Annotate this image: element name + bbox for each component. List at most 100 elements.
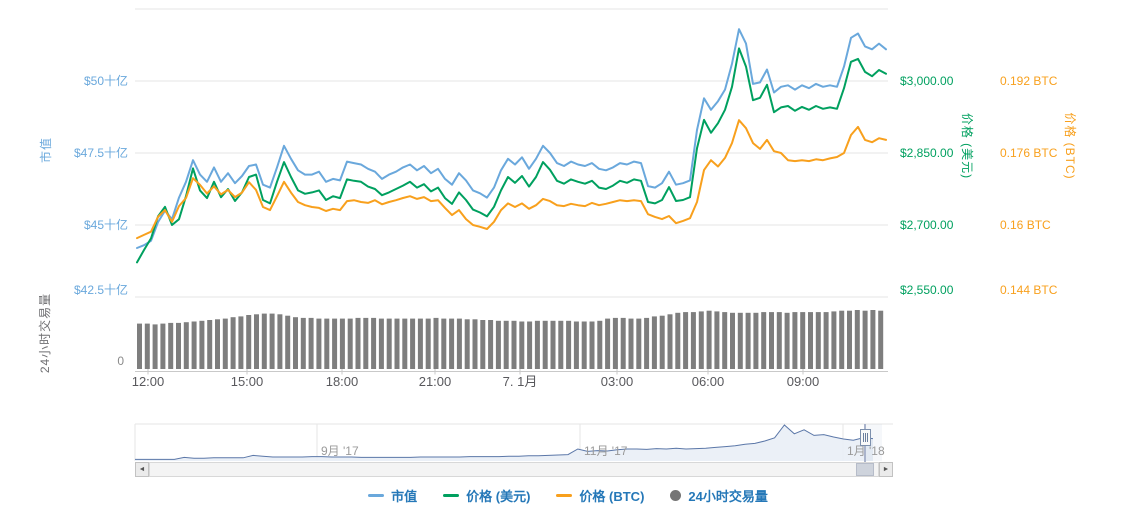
axis-title-market-cap: 市值 (39, 136, 53, 164)
volume-bar (261, 313, 267, 369)
volume-bar (207, 320, 213, 369)
volume-bar (527, 321, 533, 369)
axis-title-btc: 价格 (BTC) (1063, 112, 1077, 180)
scrollbar-right-button[interactable]: ► (879, 462, 893, 477)
volume-bar (168, 322, 174, 369)
volume-bar (815, 312, 821, 369)
volume-bar (776, 312, 782, 369)
axis-title-usd: 价格 (美元) (960, 112, 974, 180)
volume-bar (222, 318, 228, 369)
volume-bar (199, 320, 205, 369)
volume-bar (589, 321, 595, 369)
legend-label: 价格 (美元) (466, 489, 531, 504)
y-label-volume-zero: 0 (117, 354, 124, 368)
legend-item-2[interactable]: 价格 (BTC) (556, 486, 644, 505)
volume-bar (339, 318, 345, 369)
series-line-market_cap (136, 28, 887, 249)
volume-bar (870, 310, 876, 369)
y-label-market-cap-0: $50十亿 (83, 74, 128, 88)
volume-bar (659, 315, 665, 369)
volume-bar (308, 317, 314, 369)
volume-bar (176, 322, 181, 369)
volume-bar (433, 317, 439, 369)
x-axis-label-7: 09:00 (786, 374, 820, 389)
legend-dot-icon (670, 490, 682, 501)
y-label-usd-0: $3,000.00 (900, 74, 954, 88)
legend-item-3[interactable]: 24小时交易量 (670, 486, 768, 505)
volume-bar (730, 312, 735, 369)
volume-bar (238, 316, 244, 369)
x-axis-label-3: 21:00 (418, 374, 452, 389)
volume-bar (246, 315, 252, 369)
scrollbar-thumb[interactable] (856, 463, 874, 476)
volume-bar (347, 318, 353, 369)
legend-label: 价格 (BTC) (579, 489, 645, 504)
volume-bar (722, 312, 728, 369)
volume-bar (542, 320, 548, 369)
volume-bar (636, 318, 642, 369)
legend-label: 24小时交易量 (688, 489, 768, 504)
volume-bar (410, 318, 416, 369)
y-label-usd-3: $2,550.00 (900, 283, 954, 297)
volume-bar (285, 315, 291, 369)
volume-bar (324, 318, 330, 369)
volume-bar (605, 318, 611, 369)
volume-bar (417, 318, 423, 369)
volume-bar (675, 312, 681, 369)
volume-bar (878, 310, 884, 369)
y-label-market-cap-1: $47.5十亿 (73, 146, 128, 160)
legend-line-icon (368, 494, 385, 497)
volume-bar (456, 318, 462, 369)
volume-bar (769, 312, 774, 369)
volume-bar (839, 310, 845, 369)
navigator-line (135, 424, 874, 460)
y-label-btc-3: 0.144 BTC (1000, 283, 1058, 297)
volume-bar (698, 311, 704, 369)
y-label-market-cap-2: $45十亿 (83, 218, 128, 232)
volume-bar (550, 320, 556, 369)
volume-bar (800, 312, 806, 369)
legend-label: 市值 (391, 489, 418, 504)
volume-bar (690, 312, 696, 369)
volume-bar (269, 313, 275, 369)
volume-bar (488, 320, 494, 369)
volume-bar (683, 312, 689, 369)
navigator-handle[interactable] (860, 429, 871, 446)
navigator-label-2: 1月 '18 (847, 444, 885, 458)
volume-bar (495, 320, 501, 369)
volume-bar (808, 312, 813, 369)
volume-bar (784, 312, 790, 369)
volume-bar (597, 320, 603, 369)
volume-bar (254, 314, 259, 369)
volume-bar (628, 318, 634, 369)
legend-item-1[interactable]: 价格 (美元) (443, 486, 530, 505)
volume-bar (753, 312, 759, 369)
volume-bar (277, 314, 283, 369)
volume-bar (230, 317, 236, 369)
x-axis-label-6: 06:00 (691, 374, 725, 389)
volume-bar (378, 318, 384, 369)
volume-bar (823, 312, 829, 369)
volume-bar (854, 310, 860, 369)
volume-bar (425, 318, 431, 369)
x-axis-label-1: 15:00 (230, 374, 264, 389)
y-label-btc-0: 0.192 BTC (1000, 74, 1058, 88)
axis-title-volume: 24小时交易量 (38, 292, 52, 374)
x-axis-label-5: 03:00 (600, 374, 634, 389)
left-arrow-icon: ◄ (138, 466, 146, 473)
volume-bar (644, 317, 650, 369)
volume-bar (612, 317, 618, 369)
volume-bar (371, 317, 377, 369)
x-axis-label-2: 18:00 (325, 374, 359, 389)
navigator-area-fill[interactable] (135, 425, 873, 461)
legend-item-0[interactable]: 市值 (368, 486, 417, 505)
volume-bar (581, 321, 587, 369)
scrollbar-track[interactable] (149, 462, 879, 477)
volume-bar (160, 323, 166, 369)
volume-bar (449, 318, 455, 369)
volume-bar (191, 321, 197, 369)
scrollbar-left-button[interactable]: ◄ (135, 462, 149, 477)
volume-bar (792, 312, 798, 369)
volume-bar (651, 316, 657, 369)
